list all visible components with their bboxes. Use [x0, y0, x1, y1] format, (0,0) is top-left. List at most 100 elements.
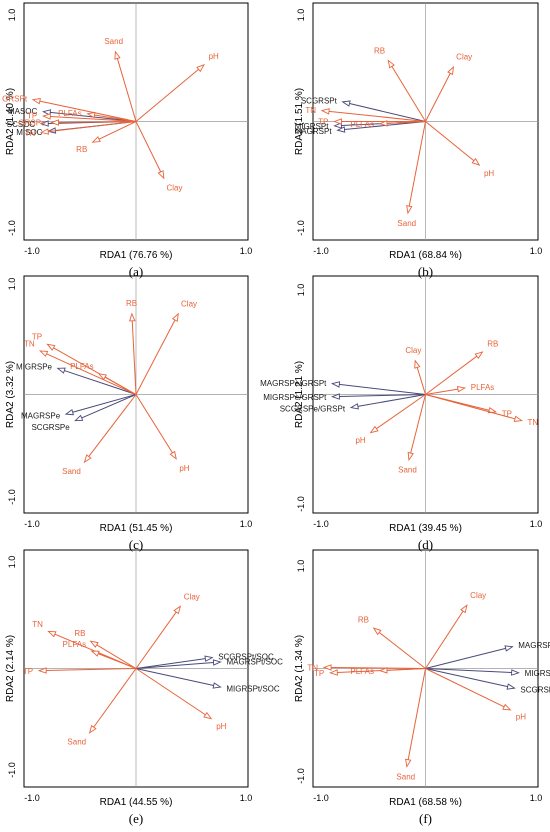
env-sand-vector	[116, 58, 137, 122]
env-rb-arrowhead	[474, 351, 484, 360]
response-scgrspt-soc-vector	[135, 658, 206, 669]
env-tp-label: TP	[23, 667, 33, 676]
env-plfas-label: PLFAs	[471, 383, 495, 392]
x-tick-label: -1.0	[24, 519, 40, 529]
x-tick-label: 1.0	[240, 246, 253, 256]
env-clay-vector	[416, 367, 426, 395]
env-clay-label: Clay	[456, 53, 472, 62]
env-rb-arrowhead	[387, 59, 395, 69]
env-ph-label: pH	[216, 722, 226, 731]
env-plfas-arrowhead	[86, 111, 96, 119]
panel-3: -1.0 1.0 1.0 -1.0 RDA1 (51.45 %) RDA2 (3.32 %…	[5, 275, 252, 552]
y-tick-label: -1.0	[7, 762, 17, 778]
x-tick-label: -1.0	[24, 246, 40, 256]
response-scgrspt-arrowhead	[341, 100, 351, 107]
panel-6: -1.0 1.0 1.0 -1.0 RDA1 (68.58 %) RDA2 (1.34 %…	[294, 549, 550, 826]
env-tp-arrowhead	[333, 118, 342, 125]
env-tp-arrowhead	[41, 113, 51, 120]
env-plfas-label: PLFAs	[63, 640, 87, 649]
env-clay-label: Clay	[405, 346, 421, 355]
response-magrspe-label: MAGRSPe	[21, 412, 61, 421]
response-scgrspt-vector	[349, 103, 426, 122]
env-ph-arrowhead	[169, 450, 177, 460]
env-plfas-label: PLFAs	[70, 362, 94, 371]
env-tp-label: TP	[314, 669, 324, 678]
response-magrspe-grspt-vector	[339, 383, 426, 395]
env-rb-vector	[98, 121, 137, 140]
panel-label: (d)	[418, 537, 433, 552]
env-plfas-arrowhead	[90, 650, 100, 657]
y-axis-label: RDA2 (2.14 %)	[5, 635, 16, 702]
x-axis-label: RDA1 (44.55 %)	[100, 797, 173, 808]
response-migrspt-arrowhead	[333, 122, 343, 129]
env-sand-arrowhead	[406, 205, 413, 215]
env-ph-vector	[376, 394, 426, 430]
y-tick-label: 1.0	[296, 560, 306, 573]
env-clay-arrowhead	[414, 359, 421, 369]
response-magrspt-arrowhead	[336, 126, 346, 133]
env-tn-arrowhead	[38, 350, 49, 357]
response-scgrspe-soc-arrowhead	[506, 683, 516, 690]
panel-2: -1.0 1.0 1.0 -1.0 RDA1 (68.84 %) RDA2 (1.51 %…	[294, 2, 542, 279]
x-tick-label: -1.0	[313, 519, 329, 529]
env-tn-arrowhead	[320, 108, 330, 115]
env-rb-label: RB	[76, 145, 87, 154]
x-tick-label: 1.0	[240, 793, 253, 803]
response-scgrspe-vector	[81, 394, 137, 419]
env-clay-vector	[135, 121, 162, 173]
env-ph-vector	[425, 668, 505, 708]
response-scsoc-label: SCSOC	[7, 120, 36, 129]
response-magrspe-arrowhead	[64, 408, 74, 416]
env-tn-label: TN	[24, 339, 35, 348]
env-sand-label: Sand	[397, 219, 416, 228]
panel-5: -1.0 1.0 1.0 -1.0 RDA1 (44.55 %) RDA2 (2.14 %…	[5, 549, 283, 826]
response-scgrspt-soc-arrowhead	[204, 655, 214, 662]
y-axis-label: RDA2 (1.51 %)	[294, 88, 305, 155]
response-magrspt-soc-arrowhead	[212, 659, 222, 666]
env-rb-arrowhead	[89, 640, 99, 648]
env-ph-vector	[135, 394, 173, 454]
response-migrspe-soc-arrowhead	[511, 669, 520, 676]
response-magrspt-label: MAGRSPt	[295, 127, 333, 136]
env-tn-vector	[48, 121, 137, 133]
env-clay-vector	[425, 610, 464, 669]
env-ph-label: pH	[179, 464, 189, 473]
env-tp-arrowhead	[328, 669, 338, 676]
response-migrspe-grspt-label: MIGRSPe/GRSPt	[263, 393, 327, 402]
env-sand-label: Sand	[396, 773, 415, 782]
env-clay-arrowhead	[171, 312, 179, 322]
x-tick-label: -1.0	[313, 793, 329, 803]
response-migrspe-arrowhead	[56, 367, 66, 374]
response-migrspe-soc-label: MIGRSPe/SOC	[525, 669, 550, 678]
x-axis-label: RDA1 (39.45 %)	[389, 523, 462, 534]
env-rb-vector	[378, 632, 426, 669]
response-migrspe-grspt-vector	[339, 394, 426, 398]
env-clay-arrowhead	[157, 170, 165, 180]
env-clay-label: Clay	[184, 592, 200, 601]
env-grspt-vector	[39, 100, 137, 122]
x-tick-label: -1.0	[313, 246, 329, 256]
y-tick-label: 1.0	[296, 284, 306, 297]
response-migrspt-soc-vector	[135, 668, 214, 687]
env-grspe-label: GRSPe	[18, 119, 46, 128]
env-sand-label: Sand	[104, 37, 123, 46]
env-plfas-vector	[425, 388, 459, 395]
env-tp-label: TP	[502, 409, 512, 418]
env-ph-arrowhead	[203, 711, 213, 720]
response-magrspe-soc-vector	[425, 647, 506, 669]
y-tick-label: 1.0	[7, 278, 17, 291]
x-axis-label: RDA1 (76.76 %)	[100, 250, 173, 261]
env-rb-label: RB	[358, 615, 369, 624]
x-axis-label: RDA1 (68.58 %)	[389, 797, 462, 808]
panel-4: -1.0 1.0 1.0 -1.0 RDA1 (39.45 %) RDA2 (1.21 %…	[260, 275, 542, 552]
env-clay-vector	[425, 72, 451, 122]
env-rb-label: RB	[126, 299, 137, 308]
env-ph-label: pH	[355, 436, 365, 445]
env-tn-label: TN	[305, 106, 316, 115]
y-axis-label: RDA2 (3.32 %)	[5, 361, 16, 428]
y-axis-label: RDA2 (1.40 %)	[5, 88, 16, 155]
y-tick-label: -1.0	[296, 220, 306, 236]
env-ph-arrowhead	[502, 703, 512, 711]
env-plfas-arrowhead	[456, 385, 467, 393]
response-masoc-arrowhead	[41, 109, 52, 116]
